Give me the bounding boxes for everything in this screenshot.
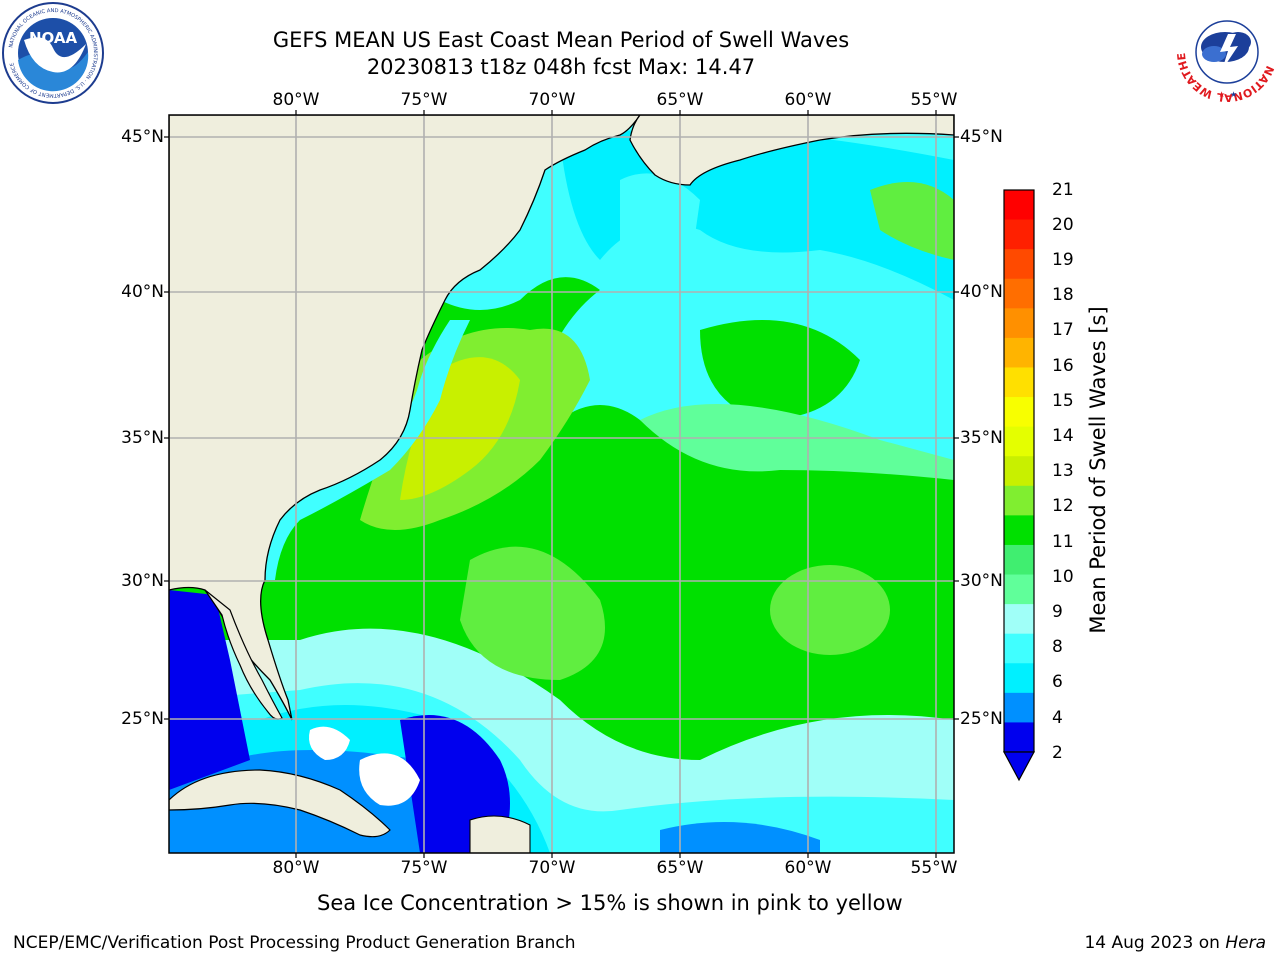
colorbar-tick: 18	[1052, 285, 1074, 305]
colorbar-cell	[1004, 604, 1034, 635]
colorbar-cell	[1004, 190, 1034, 221]
credit-text: NCEP/EMC/Verification Post Processing Pr…	[13, 933, 576, 953]
colorbar-tick: 9	[1052, 602, 1063, 622]
generation-date: 14 Aug 2023 on Hera	[1084, 933, 1266, 953]
colorbar-cell	[1004, 397, 1034, 428]
lat-label-left: 45°N	[121, 127, 164, 147]
map-subtitle: 20230813 t18z 048h fcst Max: 14.47	[366, 55, 756, 79]
noaa-logo-text: NOAA	[29, 29, 78, 47]
colorbar-tick: 8	[1052, 637, 1063, 657]
colorbar-tick: 17	[1052, 320, 1074, 340]
svg-text:★: ★	[1218, 90, 1225, 99]
colorbar-ticks: 21 20 19 18 17 16 15 14 13 12 11 10 9 8 …	[1040, 180, 1080, 780]
colorbar-cell	[1004, 515, 1034, 546]
colorbar-tick: 4	[1052, 708, 1063, 728]
lat-lon-grid	[169, 115, 954, 853]
colorbar-cell	[1004, 278, 1034, 309]
colorbar-tick: 10	[1052, 567, 1074, 587]
colorbar-extend-arrow	[1002, 751, 1036, 782]
colorbar-cell	[1004, 574, 1034, 605]
lon-label-top: 60°W	[784, 90, 832, 110]
svg-text:★: ★	[1230, 90, 1237, 99]
colorbar-tick: 20	[1052, 215, 1074, 235]
colorbar-cell	[1004, 456, 1034, 487]
colorbar-label: Mean Period of Swell Waves [s]	[1086, 306, 1110, 634]
lat-label-right: 35°N	[960, 428, 1003, 448]
lat-label-right: 45°N	[960, 127, 1003, 147]
date-text: 14 Aug 2023 on	[1084, 933, 1226, 953]
colorbar-tick: 12	[1052, 496, 1074, 516]
sea-ice-note: Sea Ice Concentration > 15% is shown in …	[317, 891, 903, 915]
map-frame	[168, 114, 955, 854]
colorbar-tick: 11	[1052, 532, 1074, 552]
colorbar-cell	[1004, 426, 1034, 457]
lon-label-bottom: 75°W	[400, 858, 448, 878]
colorbar	[1002, 189, 1036, 782]
colorbar-tick: 19	[1052, 250, 1074, 270]
lon-label-bottom: 80°W	[272, 858, 320, 878]
colorbar-tick: 6	[1052, 672, 1063, 692]
lat-label-left: 25°N	[121, 709, 164, 729]
colorbar-cell	[1004, 663, 1034, 694]
lon-label-bottom: 55°W	[910, 858, 958, 878]
noaa-logo: NATIONAL OCEANIC AND ATMOSPHERIC ADMINIS…	[2, 2, 104, 104]
colorbar-cell	[1004, 692, 1034, 724]
colorbar-cell	[1004, 249, 1034, 280]
north-america-land	[169, 115, 641, 721]
nws-logo: NATIONAL WEATHER SERVICE ★ ★	[1172, 0, 1278, 104]
colorbar-tick: 15	[1052, 391, 1074, 411]
machine-name: Hera	[1225, 933, 1266, 953]
lon-label-top: 80°W	[272, 90, 320, 110]
colorbar-tick: 2	[1052, 743, 1063, 763]
colorbar-cell	[1004, 544, 1034, 576]
map-title: GEFS MEAN US East Coast Mean Period of S…	[272, 28, 850, 52]
colorbar-cell	[1004, 485, 1034, 516]
lon-label-bottom: 70°W	[528, 858, 576, 878]
lat-label-right: 30°N	[960, 571, 1003, 591]
colorbar-tick: 16	[1052, 356, 1074, 376]
lon-label-top: 75°W	[400, 90, 448, 110]
colorbar-cell	[1004, 722, 1034, 753]
colorbar-tick: 13	[1052, 461, 1074, 481]
lon-label-bottom: 65°W	[656, 858, 704, 878]
lat-label-right: 25°N	[960, 709, 1003, 729]
lat-label-left: 30°N	[121, 571, 164, 591]
lon-label-top: 55°W	[910, 90, 958, 110]
colorbar-tick: 21	[1052, 180, 1074, 200]
lat-label-right: 40°N	[960, 282, 1003, 302]
lon-label-bottom: 60°W	[784, 858, 832, 878]
colorbar-cell	[1004, 367, 1034, 398]
colorbar-cell	[1004, 308, 1034, 339]
lat-label-left: 35°N	[121, 428, 164, 448]
colorbar-tick: 14	[1052, 426, 1074, 446]
colorbar-cell	[1004, 219, 1034, 250]
cuba-land	[169, 769, 391, 838]
colorbar-cell	[1004, 337, 1034, 369]
colorbar-cell	[1004, 633, 1034, 664]
lon-label-top: 65°W	[656, 90, 704, 110]
lat-label-left: 40°N	[121, 282, 164, 302]
colorbar-cells	[1004, 190, 1034, 753]
lon-label-top: 70°W	[528, 90, 576, 110]
